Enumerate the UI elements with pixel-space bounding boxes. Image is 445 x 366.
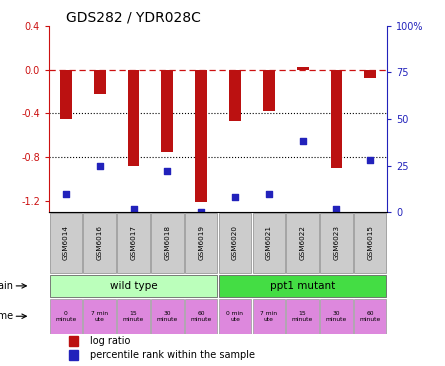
Text: 0
minute: 0 minute	[55, 311, 77, 322]
Text: 0 min
ute: 0 min ute	[227, 311, 243, 322]
Point	[299, 138, 306, 144]
FancyBboxPatch shape	[151, 213, 183, 273]
FancyBboxPatch shape	[287, 213, 319, 273]
Text: log ratio: log ratio	[89, 336, 130, 346]
Bar	[331, 70, 342, 168]
Bar	[297, 67, 308, 70]
Bar	[69, 350, 78, 360]
Point	[265, 191, 272, 197]
Text: GSM6014: GSM6014	[63, 225, 69, 261]
FancyBboxPatch shape	[151, 299, 183, 333]
FancyBboxPatch shape	[50, 275, 217, 297]
FancyBboxPatch shape	[84, 299, 116, 333]
Text: 30
minute: 30 minute	[157, 311, 178, 322]
FancyBboxPatch shape	[354, 299, 386, 333]
Text: 15
minute: 15 minute	[292, 311, 313, 322]
Point	[198, 209, 205, 215]
FancyBboxPatch shape	[185, 299, 217, 333]
FancyBboxPatch shape	[117, 299, 150, 333]
FancyBboxPatch shape	[320, 213, 352, 273]
Text: ppt1 mutant: ppt1 mutant	[270, 281, 335, 291]
Text: GSM6021: GSM6021	[266, 225, 272, 261]
Text: wild type: wild type	[109, 281, 158, 291]
Text: 7 min
ute: 7 min ute	[260, 311, 277, 322]
FancyBboxPatch shape	[320, 299, 352, 333]
FancyBboxPatch shape	[185, 213, 217, 273]
FancyBboxPatch shape	[219, 275, 386, 297]
Text: 60
minute: 60 minute	[360, 311, 381, 322]
FancyBboxPatch shape	[287, 299, 319, 333]
Bar	[162, 70, 173, 152]
Bar	[263, 70, 275, 111]
Point	[164, 168, 171, 174]
Text: GSM6020: GSM6020	[232, 225, 238, 261]
FancyBboxPatch shape	[354, 213, 386, 273]
FancyBboxPatch shape	[50, 213, 82, 273]
Point	[62, 191, 69, 197]
Bar	[229, 70, 241, 121]
Text: GSM6017: GSM6017	[130, 225, 137, 261]
FancyBboxPatch shape	[219, 299, 251, 333]
Bar	[60, 70, 72, 119]
Text: GSM6023: GSM6023	[333, 225, 340, 261]
FancyBboxPatch shape	[117, 213, 150, 273]
Bar	[364, 70, 376, 78]
Text: GSM6015: GSM6015	[367, 225, 373, 261]
Text: percentile rank within the sample: percentile rank within the sample	[89, 350, 255, 361]
Text: strain: strain	[0, 281, 13, 291]
Text: GSM6019: GSM6019	[198, 225, 204, 261]
Text: 7 min
ute: 7 min ute	[91, 311, 108, 322]
FancyBboxPatch shape	[219, 213, 251, 273]
Text: GSM6022: GSM6022	[299, 225, 306, 261]
FancyBboxPatch shape	[253, 213, 285, 273]
Point	[367, 157, 374, 163]
FancyBboxPatch shape	[84, 213, 116, 273]
FancyBboxPatch shape	[253, 299, 285, 333]
Point	[96, 163, 103, 169]
FancyBboxPatch shape	[50, 299, 82, 333]
Bar	[128, 70, 139, 166]
Text: time: time	[0, 311, 13, 321]
Point	[130, 206, 137, 212]
Point	[333, 206, 340, 212]
Text: 60
minute: 60 minute	[190, 311, 212, 322]
Text: GSM6016: GSM6016	[97, 225, 103, 261]
Bar	[94, 70, 105, 94]
Text: GDS282 / YDR028C: GDS282 / YDR028C	[66, 11, 201, 25]
Bar	[195, 70, 207, 202]
Point	[231, 194, 239, 200]
Bar	[69, 336, 78, 346]
Text: GSM6018: GSM6018	[164, 225, 170, 261]
Text: 15
minute: 15 minute	[123, 311, 144, 322]
Text: 30
minute: 30 minute	[326, 311, 347, 322]
